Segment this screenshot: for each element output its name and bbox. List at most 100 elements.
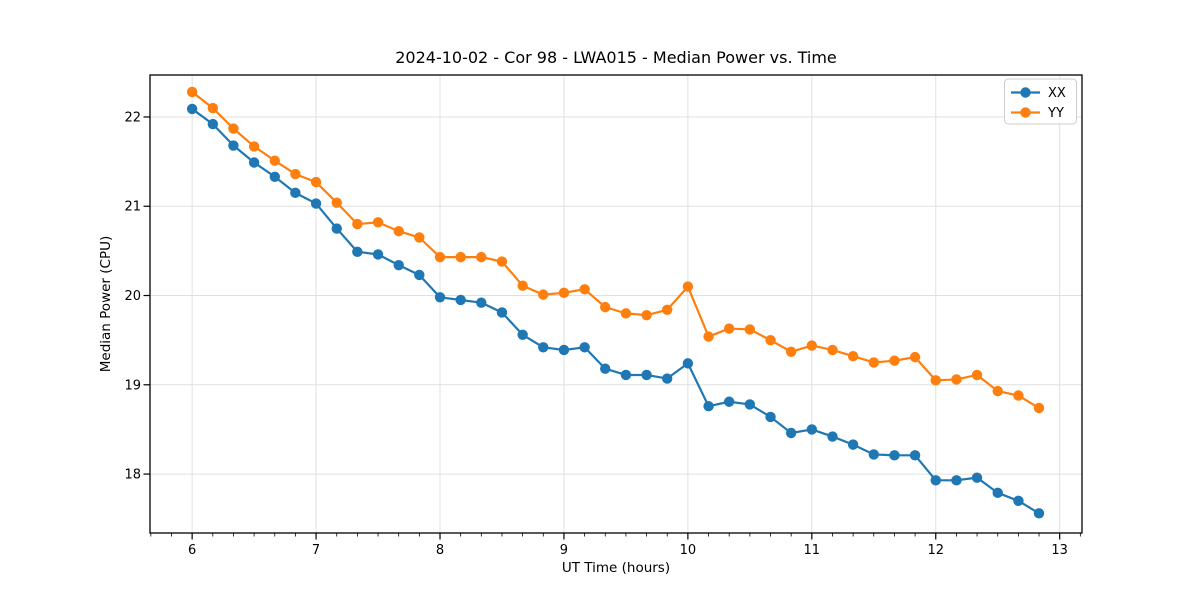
- data-point-YY: [1013, 390, 1024, 401]
- data-point-XX: [806, 424, 818, 435]
- y-tick-label: 21: [124, 200, 141, 215]
- data-point-YY: [228, 123, 239, 134]
- legend-label-xx: XX: [1048, 86, 1066, 101]
- data-point-XX: [248, 157, 260, 168]
- x-tick-label: 12: [927, 543, 944, 558]
- data-point-YY: [765, 334, 776, 346]
- tick-labels: 6 7 8 9 10 11 12 13 18 19 20 21 22: [124, 110, 1068, 558]
- data-point-YY: [372, 217, 384, 228]
- data-point-YY: [868, 357, 879, 368]
- y-tick-label: 19: [124, 378, 141, 393]
- data-point-YY: [538, 289, 549, 300]
- data-point-XX: [868, 449, 879, 460]
- x-tick-label: 11: [804, 543, 821, 558]
- data-point-YY: [331, 197, 342, 208]
- data-point-XX: [538, 342, 549, 353]
- data-point-XX: [992, 487, 1003, 499]
- plot-border: [149, 74, 1083, 534]
- data-point-YY: [971, 369, 983, 381]
- data-point-XX: [785, 427, 797, 439]
- data-point-XX: [1033, 508, 1045, 519]
- x-axis-label: UT Time (hours): [562, 560, 670, 576]
- data-point-YY: [310, 176, 322, 188]
- data-series: [186, 86, 1045, 519]
- data-point-YY: [269, 155, 281, 166]
- data-point-YY: [682, 281, 694, 292]
- data-point-YY: [558, 287, 570, 299]
- data-point-XX: [207, 118, 219, 130]
- data-point-XX: [909, 450, 921, 461]
- data-point-XX: [496, 307, 508, 318]
- x-tick-label: 8: [436, 543, 444, 558]
- data-point-XX: [414, 269, 425, 281]
- data-point-YY: [248, 141, 260, 152]
- data-point-XX: [476, 297, 487, 308]
- legend-marker-yy: [1020, 107, 1031, 118]
- data-point-XX: [723, 396, 735, 407]
- data-point-XX: [434, 292, 446, 303]
- series-YY: [186, 86, 1045, 414]
- y-tick-label: 20: [124, 289, 141, 304]
- data-point-XX: [228, 140, 239, 151]
- data-point-YY: [951, 374, 962, 385]
- data-point-YY: [909, 351, 921, 363]
- data-point-XX: [517, 329, 528, 341]
- data-point-YY: [744, 324, 756, 335]
- legend-label-yy: YY: [1047, 106, 1064, 121]
- data-point-YY: [476, 251, 487, 263]
- data-point-XX: [269, 171, 281, 182]
- data-point-XX: [186, 103, 198, 115]
- data-point-YY: [641, 309, 652, 321]
- data-point-YY: [207, 102, 219, 114]
- data-point-XX: [558, 344, 570, 356]
- data-point-YY: [620, 308, 632, 319]
- legend: XX YY: [1004, 78, 1077, 125]
- data-point-YY: [393, 226, 404, 237]
- data-point-XX: [827, 431, 838, 442]
- gridlines: [150, 75, 1082, 533]
- data-point-XX: [661, 373, 673, 384]
- data-point-YY: [496, 256, 508, 267]
- data-point-XX: [951, 475, 962, 486]
- data-point-XX: [352, 246, 363, 257]
- y-tick-label: 22: [124, 110, 141, 125]
- x-tick-label: 7: [312, 543, 320, 558]
- data-point-YY: [930, 375, 941, 386]
- data-point-XX: [765, 411, 776, 423]
- data-point-YY: [455, 251, 466, 263]
- data-point-XX: [620, 369, 632, 381]
- axis-ticks: [143, 116, 1081, 540]
- x-tick-label: 6: [188, 543, 196, 558]
- data-point-XX: [847, 439, 859, 450]
- data-point-YY: [352, 218, 363, 230]
- x-tick-label: 13: [1051, 543, 1068, 558]
- data-point-XX: [372, 249, 384, 260]
- data-point-XX: [889, 450, 900, 461]
- data-point-XX: [682, 358, 694, 369]
- data-point-YY: [414, 232, 425, 243]
- data-point-XX: [393, 259, 404, 271]
- data-point-YY: [290, 168, 301, 180]
- data-point-XX: [455, 294, 466, 306]
- data-point-YY: [723, 323, 735, 334]
- legend-marker-xx: [1020, 87, 1031, 98]
- data-point-XX: [331, 223, 342, 234]
- data-point-YY: [785, 346, 797, 357]
- data-point-XX: [971, 472, 983, 483]
- data-point-YY: [827, 344, 838, 356]
- data-point-YY: [889, 355, 900, 366]
- data-point-YY: [661, 304, 673, 316]
- data-point-YY: [703, 331, 714, 342]
- data-point-XX: [703, 401, 714, 412]
- y-tick-label: 18: [124, 468, 141, 483]
- series-XX: [186, 103, 1045, 519]
- data-point-XX: [310, 198, 322, 209]
- data-point-YY: [600, 301, 611, 313]
- x-tick-label: 9: [560, 543, 568, 558]
- data-point-YY: [1033, 402, 1045, 414]
- data-point-XX: [930, 475, 941, 486]
- data-point-YY: [579, 284, 590, 295]
- data-point-XX: [290, 187, 301, 199]
